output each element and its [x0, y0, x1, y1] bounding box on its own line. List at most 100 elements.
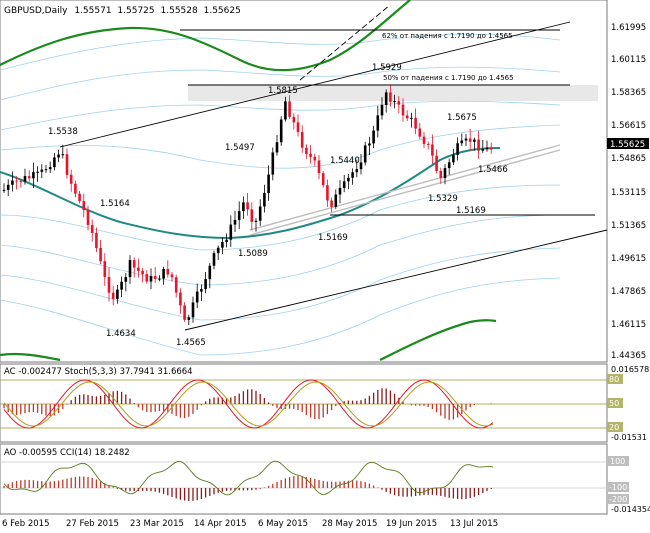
candle-body — [19, 181, 23, 183]
candle-body — [32, 172, 35, 179]
annotation-low-2: 1.4565 — [176, 338, 206, 348]
candle-body — [65, 154, 69, 175]
candle-body — [116, 289, 119, 299]
candle-body — [200, 289, 203, 292]
candle-body — [326, 185, 329, 201]
candle-body — [242, 202, 245, 212]
candle-body — [212, 253, 216, 266]
candle-body — [414, 117, 417, 129]
candle-body — [317, 160, 321, 174]
stoch-signal-line — [3, 381, 494, 427]
candle-body — [363, 145, 367, 163]
svg-text:1.58365: 1.58365 — [611, 88, 646, 98]
candle-body — [48, 167, 52, 170]
annotation-low-5: 1.5466 — [478, 165, 508, 175]
candle-body — [439, 170, 443, 179]
cci-line — [3, 460, 494, 496]
candle-body — [410, 117, 413, 119]
svg-text:-0.014354: -0.014354 — [611, 505, 650, 514]
candle-body — [296, 122, 300, 132]
candle-body — [279, 119, 283, 143]
svg-text:1.49615: 1.49615 — [611, 254, 646, 264]
candle-body — [376, 115, 380, 131]
svg-text:-100: -100 — [609, 483, 627, 492]
candle-body — [334, 194, 338, 207]
candle-body — [447, 162, 451, 169]
ao-cci-panel[interactable] — [0, 443, 608, 515]
candle-body — [128, 260, 132, 278]
candle-body — [237, 211, 241, 220]
candle-body — [15, 180, 18, 182]
fib-50-label: 50% от падения с 1.7190 до 1.4565 — [383, 74, 514, 82]
current-price-label: 1.55625 — [610, 140, 645, 150]
candle-body — [489, 147, 493, 150]
candle-body — [481, 149, 485, 151]
candle-body — [263, 193, 266, 207]
svg-text:1.47865: 1.47865 — [611, 287, 646, 297]
candle-body — [145, 274, 149, 282]
svg-text:80: 80 — [609, 375, 619, 384]
candle-body — [422, 136, 426, 144]
candle-body — [321, 173, 325, 186]
candle-body — [435, 155, 438, 171]
candle-body — [418, 128, 422, 137]
ma-teal — [0, 147, 501, 240]
candle-body — [23, 176, 27, 182]
candle-body — [187, 317, 191, 320]
candle-body — [57, 154, 60, 158]
svg-text:1.60115: 1.60115 — [611, 55, 646, 65]
candle-body — [95, 233, 98, 248]
annotation-low-4: 1.5169 — [318, 233, 348, 243]
candle-body — [120, 281, 123, 290]
svg-text:13 Jul 2015: 13 Jul 2015 — [450, 519, 498, 529]
svg-text:0.016578: 0.016578 — [611, 365, 649, 374]
candle-body — [368, 143, 371, 146]
candle-body — [300, 131, 304, 148]
candle-body — [158, 278, 161, 280]
candle-body — [40, 169, 44, 172]
ao-histogram — [3, 476, 492, 501]
candle-body — [107, 276, 111, 293]
envelope-bands — [0, 33, 561, 356]
candle-body — [149, 276, 153, 282]
candle-body — [86, 210, 90, 226]
candle-body — [250, 209, 254, 222]
candle-body — [74, 183, 77, 194]
candle-body — [355, 169, 359, 173]
candle-body — [292, 116, 296, 123]
annotation-level-1: 1.5169 — [456, 206, 486, 216]
candle-body — [468, 138, 472, 142]
channel-grey-lines — [249, 144, 561, 236]
trend-lines — [59, 4, 608, 331]
candle-body — [103, 261, 107, 277]
candle-body — [284, 101, 287, 120]
annotation-high-4: 1.5815 — [268, 86, 298, 96]
ma-green-lower-left — [0, 352, 61, 362]
candle-body — [208, 265, 212, 280]
candle-body — [233, 219, 237, 225]
candle-body — [254, 220, 258, 222]
svg-text:1.56615: 1.56615 — [611, 121, 646, 131]
candle-body — [351, 172, 354, 178]
candle-body — [53, 157, 56, 168]
candle-body — [397, 101, 401, 105]
candle-body — [44, 169, 48, 171]
candle-body — [153, 276, 157, 280]
svg-text:19 Jun 2015: 19 Jun 2015 — [386, 519, 437, 529]
candle-body — [204, 279, 207, 290]
candle-body — [460, 140, 464, 144]
candle-body — [78, 193, 81, 202]
candle-body — [288, 101, 291, 117]
price-axis: 1.61995 1.60115 1.58365 1.56615 1.54865 … — [611, 23, 646, 361]
candle-body — [309, 153, 312, 157]
candle-body — [82, 201, 86, 211]
svg-text:100: 100 — [610, 457, 625, 466]
candle-body — [191, 302, 195, 318]
candle-body — [342, 181, 346, 188]
candle-body — [271, 152, 275, 175]
candle-body — [137, 267, 140, 271]
candle-body — [36, 171, 39, 173]
svg-text:1.44365: 1.44365 — [611, 351, 646, 361]
